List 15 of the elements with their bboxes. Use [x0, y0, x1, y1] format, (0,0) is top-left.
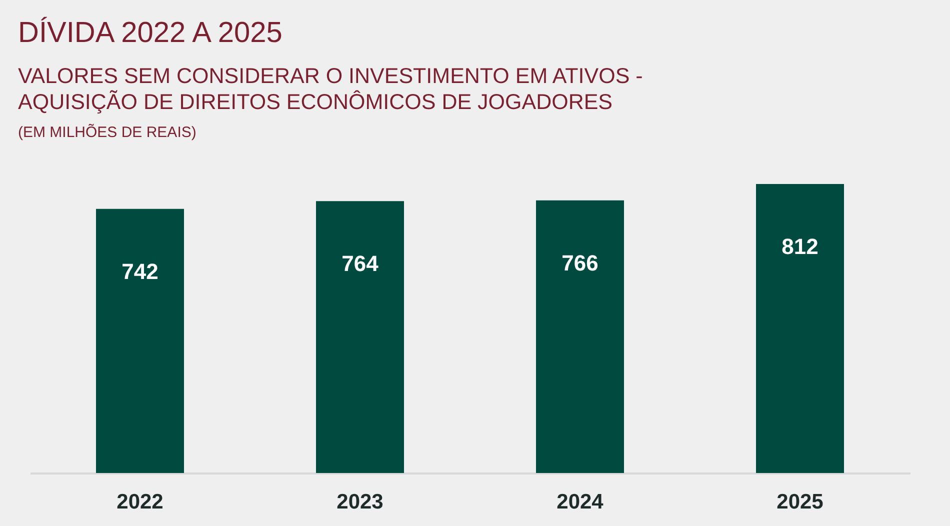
data-label: 764: [342, 251, 380, 276]
chart-subtitle: VALORES SEM CONSIDERAR O INVESTIMENTO EM ATIVOS - AQUISIÇÃO DE DIREITOS ECONÔMICOS DE JOGADORES: [18, 64, 643, 114]
x-tick-label: 2022: [116, 490, 164, 514]
data-label: 766: [562, 250, 598, 276]
x-tick-label: 2025: [776, 490, 824, 514]
bar: [536, 200, 624, 473]
x-tick-label: 2024: [556, 490, 604, 514]
bar: [96, 208, 184, 473]
data-label: 742: [122, 258, 158, 284]
x-tick-label: 2023: [336, 490, 384, 514]
bar: [756, 184, 844, 473]
chart-title: DÍVIDA 2022 A 2025: [18, 16, 282, 49]
text: (EM MILHÕES DE REAIS): [18, 123, 196, 141]
data-label: 812: [782, 234, 818, 259]
bar: [316, 201, 404, 473]
